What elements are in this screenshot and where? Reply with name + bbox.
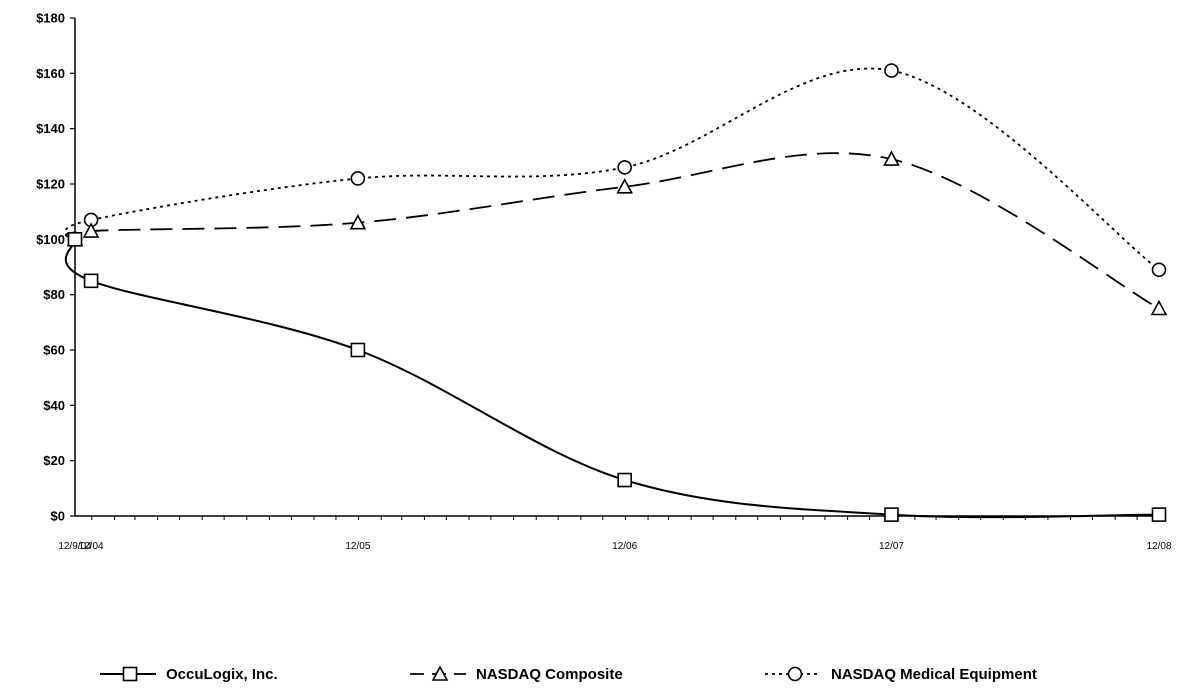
data-point-square — [617, 472, 632, 488]
x-tick-label: 12/04 — [79, 541, 104, 552]
y-tick-label: $0 — [51, 509, 65, 524]
y-tick-label: $160 — [36, 66, 65, 81]
series-line-square — [64, 238, 1160, 519]
x-tick-label: 12/05 — [345, 541, 370, 552]
data-point-square — [884, 507, 899, 522]
series-line-triangle — [64, 152, 1160, 310]
y-tick-label: $180 — [36, 11, 65, 26]
y-tick-label: $40 — [43, 398, 65, 413]
data-point-square — [1151, 507, 1167, 522]
legend-marker-square — [122, 666, 138, 682]
data-point-circle — [1151, 262, 1167, 278]
data-point-square — [350, 342, 366, 358]
data-point-circle — [617, 160, 632, 175]
data-point-triangle — [616, 178, 634, 194]
data-point-triangle — [1150, 299, 1168, 316]
y-tick-label: $120 — [36, 177, 65, 192]
y-tick-label: $60 — [43, 343, 65, 358]
data-point-triangle — [349, 214, 367, 230]
y-tick-label: $140 — [36, 121, 65, 136]
series-line-circle — [64, 67, 1160, 271]
y-tick-label: $100 — [36, 232, 65, 247]
x-tick-label: 12/06 — [612, 541, 637, 552]
data-point-square — [67, 232, 83, 247]
y-tick-label: $80 — [43, 287, 65, 302]
y-tick-label: $20 — [43, 453, 65, 468]
data-point-circle — [350, 171, 366, 186]
legend-label: NASDAQ Medical Equipment — [831, 666, 1037, 683]
x-tick-label: 12/08 — [1146, 541, 1171, 552]
legend-label: NASDAQ Composite — [476, 666, 623, 683]
legend-marker-triangle — [431, 665, 449, 681]
x-tick-label: 12/07 — [879, 541, 904, 552]
data-point-triangle — [883, 150, 900, 166]
legend-marker-circle — [787, 666, 803, 682]
x-tick-label: 12/9/04 — [58, 541, 92, 552]
data-point-square — [83, 273, 99, 289]
data-point-triangle — [82, 222, 100, 238]
legend-label: OccuLogix, Inc. — [166, 666, 278, 683]
data-point-circle — [884, 63, 899, 78]
